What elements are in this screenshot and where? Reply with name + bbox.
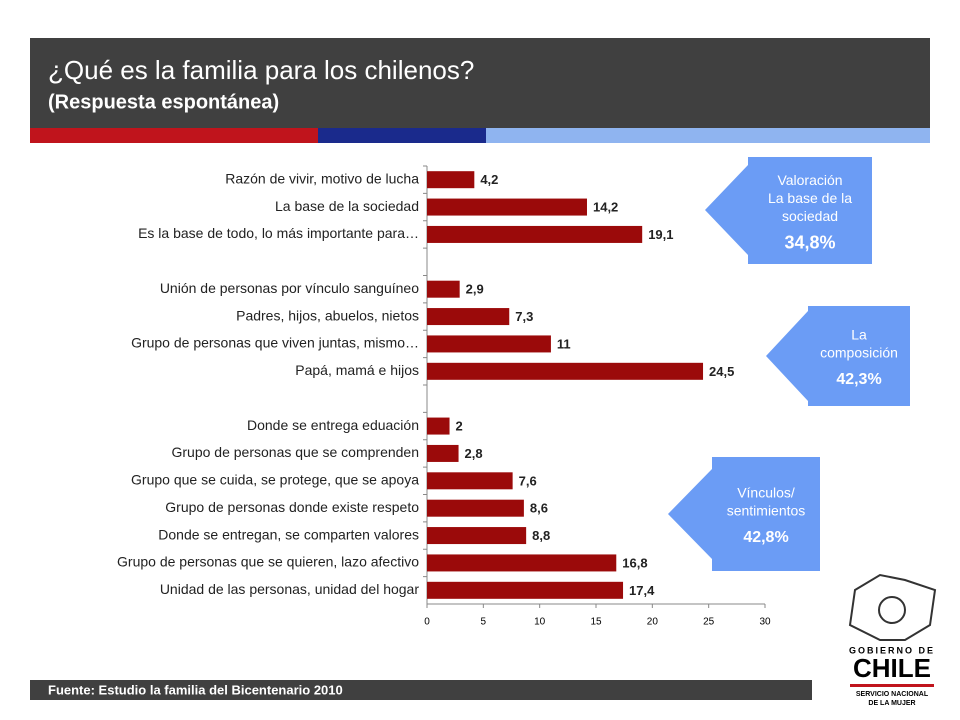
title: ¿Qué es la familia para los chilenos? (48, 55, 474, 85)
value-label: 8,6 (530, 501, 548, 516)
callout-text: Vínculos/ (737, 485, 795, 501)
bar (427, 581, 624, 599)
y-tick-label: Papá, mamá e hijos (295, 362, 419, 378)
callout-value: 42,3% (836, 371, 881, 388)
footer: Fuente: Estudio la familia del Bicentena… (48, 682, 343, 697)
value-label: 17,4 (629, 583, 655, 598)
logo-text: CHILE (853, 653, 931, 683)
y-tick-label: Grupo de personas que se comprenden (172, 444, 420, 460)
value-label: 16,8 (622, 555, 647, 570)
y-tick-label: Donde se entrega eduación (247, 417, 419, 433)
callout-text: sociedad (782, 208, 838, 224)
bar (427, 198, 587, 216)
value-label: 24,5 (709, 364, 734, 379)
bar (427, 362, 704, 380)
callout-text: La base de la (768, 190, 852, 206)
value-label: 7,6 (519, 473, 537, 488)
bar (427, 335, 551, 353)
value-label: 4,2 (480, 172, 498, 187)
y-tick-label: Es la base de todo, lo más importante pa… (138, 225, 419, 241)
y-tick-label: Grupo de personas que viven juntas, mism… (131, 335, 419, 351)
bar (427, 280, 460, 298)
logo-text: DE LA MUJER (868, 700, 915, 707)
logo-text: GOBIERNO DE (849, 645, 935, 655)
logo-shield (878, 596, 906, 624)
logo: GOBIERNO DE CHILE SERVICIO NACIONAL DE L… (848, 573, 937, 707)
y-tick-label: Unidad de las personas, unidad del hogar (160, 581, 420, 597)
logo-rule (850, 684, 934, 687)
value-label: 2,9 (466, 282, 484, 297)
bar (427, 225, 643, 243)
y-tick-label: Padres, hijos, abuelos, nietos (236, 307, 419, 323)
y-tick-label: Grupo de personas que se quieren, lazo a… (117, 554, 419, 570)
bar (427, 472, 513, 490)
y-tick-label: Donde se entregan, se comparten valores (158, 526, 419, 542)
x-tick-label: 10 (534, 617, 546, 628)
value-label: 11 (557, 336, 571, 351)
subtitle: (Respuesta espontánea) (48, 91, 279, 113)
bar (427, 308, 510, 326)
value-label: 8,8 (532, 528, 550, 543)
callout-text: Valoración (777, 172, 842, 188)
x-tick-label: 0 (424, 617, 430, 628)
bar (427, 527, 527, 545)
callout (705, 157, 872, 264)
value-label: 19,1 (648, 227, 673, 242)
logo-text: SERVICIO NACIONAL (856, 691, 929, 698)
callout (668, 457, 820, 571)
value-label: 7,3 (515, 309, 533, 324)
stripe-navy (318, 128, 486, 143)
value-label: 2 (456, 419, 463, 434)
callout (766, 306, 910, 406)
y-tick-label: Grupo de personas donde existe respeto (165, 499, 419, 515)
x-tick-label: 5 (481, 617, 487, 628)
bar (427, 417, 450, 435)
bar (427, 499, 524, 517)
x-tick-label: 25 (703, 617, 715, 628)
callout-text: sentimientos (727, 503, 806, 519)
callout-value: 42,8% (743, 529, 788, 546)
stripe-red (30, 128, 318, 143)
bar (427, 444, 459, 462)
bar (427, 554, 617, 572)
logo-crest (848, 573, 937, 641)
x-tick-label: 20 (647, 617, 659, 628)
y-tick-label: Unión de personas por vínculo sanguíneo (160, 280, 419, 296)
y-tick-label: Grupo que se cuida, se protege, que se a… (131, 472, 419, 488)
x-tick-label: 30 (759, 617, 771, 628)
x-tick-label: 15 (590, 617, 602, 628)
y-tick-label: La base de la sociedad (275, 198, 419, 214)
header-bar (30, 38, 930, 128)
value-label: 14,2 (593, 200, 618, 215)
footer-bar (30, 680, 812, 700)
callout-value: 34,8% (784, 232, 835, 252)
value-label: 2,8 (465, 446, 483, 461)
bar (427, 171, 475, 189)
y-tick-label: Razón de vivir, motivo de lucha (225, 170, 419, 186)
callout-text: composición (820, 345, 898, 361)
callout-text: La (851, 327, 867, 343)
stripe-blue (486, 128, 930, 143)
